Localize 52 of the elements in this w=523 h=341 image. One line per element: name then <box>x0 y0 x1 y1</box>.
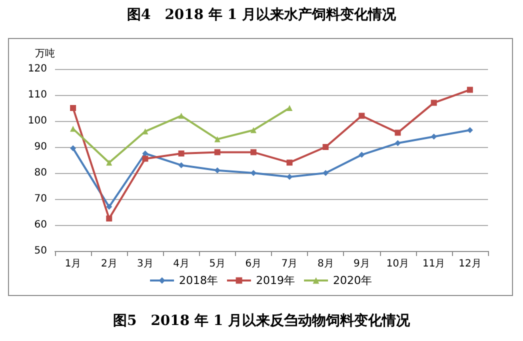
point <box>106 160 112 166</box>
x-tick-label: 3月 <box>137 258 154 270</box>
legend-label: 2019年 <box>256 274 296 287</box>
point <box>394 140 401 146</box>
y-tick-label: 50 <box>34 246 47 256</box>
point <box>214 149 220 156</box>
x-tick-label: 8月 <box>317 258 334 270</box>
point <box>466 127 473 134</box>
point <box>70 105 76 111</box>
point <box>214 136 220 142</box>
legend-label: 2018年 <box>179 274 218 287</box>
y-tick-label: 60 <box>34 220 47 230</box>
y-tick-label: 70 <box>34 194 47 204</box>
y-tick-label: 90 <box>34 142 47 152</box>
x-tick-label: 11月 <box>422 258 446 270</box>
point <box>430 100 437 106</box>
point <box>358 152 365 158</box>
point <box>142 156 148 162</box>
x-tick-label: 10月 <box>386 258 410 270</box>
point <box>178 150 184 156</box>
point <box>178 112 184 119</box>
point <box>286 105 293 111</box>
point <box>178 162 184 168</box>
point <box>430 134 437 140</box>
y-axis-title: 万吨 <box>35 48 55 60</box>
x-tick-label: 5月 <box>209 258 226 270</box>
point <box>106 204 112 210</box>
point <box>142 150 148 156</box>
chart-title: 图4 2018 年 1 月以来水产饲料变化情况 <box>126 6 398 24</box>
x-tick-label: 4月 <box>173 258 190 270</box>
x-tick-label: 7月 <box>281 258 298 270</box>
point <box>322 144 329 150</box>
point <box>286 160 293 166</box>
point <box>106 216 112 222</box>
y-tick-label: 100 <box>28 116 47 126</box>
x-tick-label: 9月 <box>354 258 370 270</box>
x-tick-label: 2月 <box>100 258 118 270</box>
x-tick-label: 12月 <box>458 258 482 270</box>
point <box>394 130 401 136</box>
y-tick-label: 80 <box>34 168 47 178</box>
point <box>466 86 473 93</box>
x-tick-label: 6月 <box>245 258 262 270</box>
y-tick-label: 120 <box>28 64 47 74</box>
legend-label: 2020年 <box>332 274 372 287</box>
point <box>322 170 329 176</box>
x-tick-label: 1月 <box>64 258 82 270</box>
point <box>70 145 76 152</box>
caption: 图5 2018 年 1 月以来反刍动物饲料变化情况 <box>112 312 412 330</box>
point <box>358 112 365 119</box>
y-tick-label: 110 <box>28 90 47 100</box>
point <box>250 149 256 156</box>
point <box>250 127 256 134</box>
